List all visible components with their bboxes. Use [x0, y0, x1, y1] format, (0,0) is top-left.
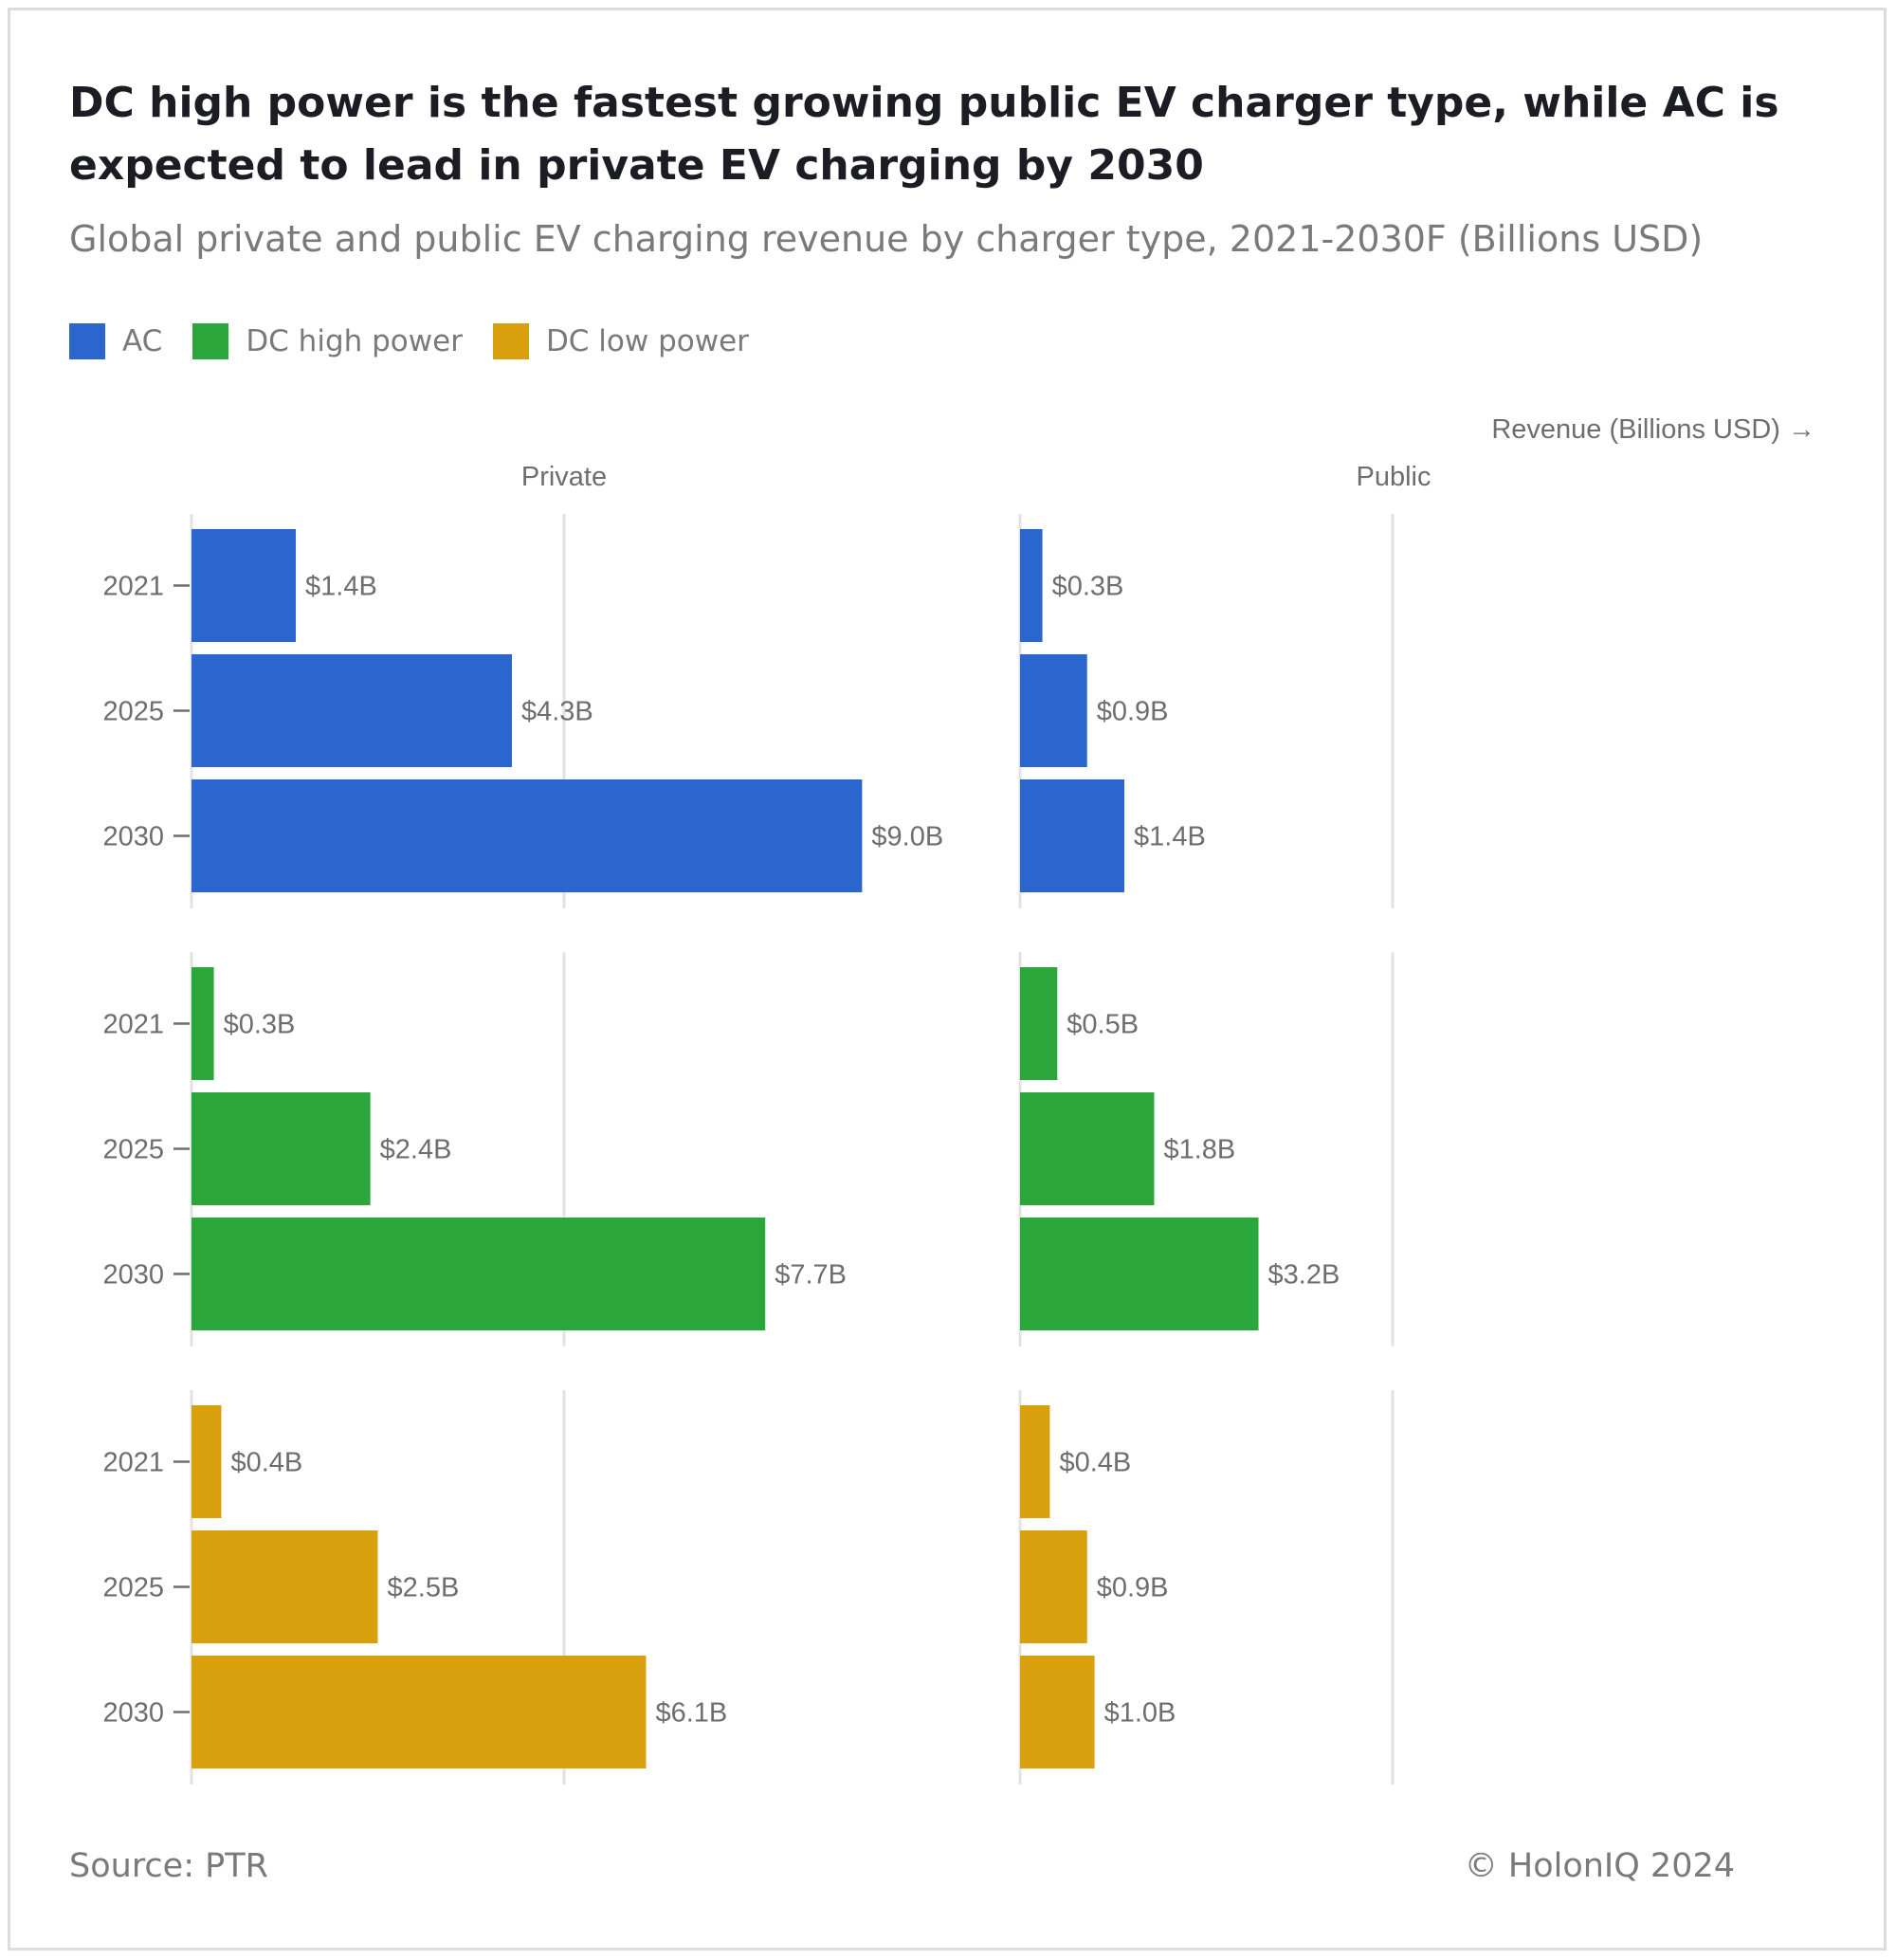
tick-label-ac-2030: 2030	[102, 822, 164, 852]
legend-swatch-dc-low-power	[492, 323, 529, 359]
bar-private-ac-2025	[191, 654, 512, 767]
bar-private-dc-high-power-2021	[191, 967, 214, 1080]
bar-public-dc-high-power-2030	[1020, 1218, 1259, 1330]
legend: AC DC high power DC low power	[69, 322, 779, 360]
data-label-public-ac-2021: $0.3B	[1052, 572, 1124, 602]
bar-public-dc-high-power-2021	[1020, 967, 1058, 1080]
legend-item-ac: AC	[69, 323, 162, 359]
bar-public-dc-low-power-2021	[1020, 1405, 1050, 1518]
data-label-private-dc-high-power-2021: $0.3B	[224, 1010, 296, 1040]
chart-title: DC high power is the fastest growing pub…	[69, 79, 1779, 190]
bar-private-dc-low-power-2025	[191, 1530, 378, 1643]
data-label-public-dc-low-power-2030: $1.0B	[1104, 1698, 1176, 1729]
data-label-private-ac-2021: $1.4B	[305, 572, 377, 602]
legend-item-dc-high-power: DC high power	[192, 323, 463, 359]
axis-label: Revenue (Billions USD) →	[1491, 414, 1815, 445]
tick-label-dc-low-power-2021: 2021	[102, 1448, 164, 1478]
bar-private-ac-2021	[191, 529, 297, 642]
tick-label-dc-low-power-2025: 2025	[102, 1573, 164, 1603]
data-label-public-dc-high-power-2021: $0.5B	[1066, 1010, 1139, 1040]
legend-item-dc-low-power: DC low power	[492, 323, 749, 359]
data-label-public-ac-2025: $0.9B	[1097, 697, 1169, 727]
legend-swatch-ac	[69, 323, 105, 359]
data-label-private-dc-high-power-2025: $2.4B	[380, 1135, 452, 1165]
data-label-public-dc-high-power-2025: $1.8B	[1163, 1135, 1235, 1165]
legend-swatch-dc-high-power	[192, 323, 229, 359]
tick-label-ac-2021: 2021	[102, 572, 164, 602]
data-label-private-dc-high-power-2030: $7.7B	[775, 1260, 847, 1291]
legend-label-dc-high-power: DC high power	[246, 324, 463, 358]
bar-public-ac-2021	[1020, 529, 1043, 642]
data-label-private-dc-low-power-2030: $6.1B	[655, 1698, 727, 1729]
data-label-public-ac-2030: $1.4B	[1134, 822, 1206, 852]
data-label-public-dc-low-power-2025: $0.9B	[1097, 1573, 1169, 1603]
column-title-private: Private	[521, 462, 607, 492]
tick-label-dc-high-power-2025: 2025	[102, 1135, 164, 1165]
data-label-private-ac-2025: $4.3B	[521, 697, 593, 727]
data-label-private-ac-2030: $9.0B	[871, 822, 943, 852]
bar-public-dc-low-power-2030	[1020, 1656, 1095, 1768]
bar-public-dc-low-power-2025	[1020, 1530, 1087, 1643]
tick-label-ac-2025: 2025	[102, 697, 164, 727]
column-title-public: Public	[1357, 462, 1431, 492]
data-label-private-dc-low-power-2021: $0.4B	[230, 1448, 302, 1478]
bar-public-dc-high-power-2025	[1020, 1092, 1155, 1205]
bar-private-dc-low-power-2021	[191, 1405, 222, 1518]
tick-label-dc-high-power-2021: 2021	[102, 1010, 164, 1040]
bar-public-ac-2025	[1020, 654, 1087, 767]
legend-label-dc-low-power: DC low power	[545, 324, 749, 358]
tick-label-dc-low-power-2030: 2030	[102, 1698, 164, 1729]
bar-private-dc-high-power-2025	[191, 1092, 371, 1205]
legend-label-ac: AC	[122, 324, 163, 358]
data-label-public-dc-low-power-2021: $0.4B	[1059, 1448, 1131, 1478]
bar-private-ac-2030	[191, 779, 863, 892]
chart-subtitle: Global private and public EV charging re…	[69, 218, 1704, 260]
bar-private-dc-high-power-2030	[191, 1218, 766, 1330]
bar-private-dc-low-power-2030	[191, 1656, 647, 1768]
copyright-note: © HolonIQ 2024	[1464, 1847, 1735, 1885]
source-note: Source: PTR	[69, 1847, 268, 1885]
tick-label-dc-high-power-2030: 2030	[102, 1260, 164, 1291]
data-label-private-dc-low-power-2025: $2.5B	[388, 1573, 460, 1603]
bar-public-ac-2030	[1020, 779, 1125, 892]
data-label-public-dc-high-power-2030: $3.2B	[1268, 1260, 1340, 1291]
